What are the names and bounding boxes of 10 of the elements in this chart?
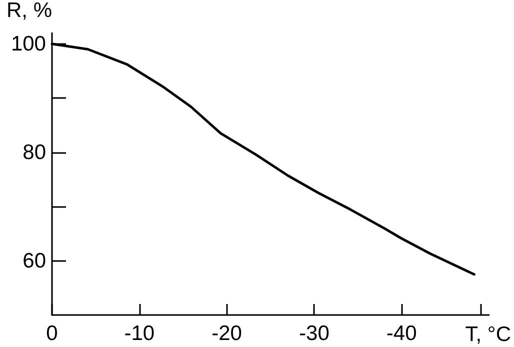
y-axis-title: R, % bbox=[6, 0, 52, 22]
y-tick-label: 100 bbox=[10, 32, 46, 56]
x-tick-label: 0 bbox=[46, 322, 58, 345]
y-tick-label: 60 bbox=[22, 249, 46, 272]
x-axis-title: T, °C bbox=[465, 323, 511, 346]
y-tick-label: 80 bbox=[22, 140, 46, 164]
x-tick-label: -10 bbox=[124, 322, 155, 345]
x-tick-label: -20 bbox=[212, 322, 242, 345]
x-tick-label: -30 bbox=[299, 322, 330, 345]
x-tick-label: -40 bbox=[386, 322, 417, 345]
